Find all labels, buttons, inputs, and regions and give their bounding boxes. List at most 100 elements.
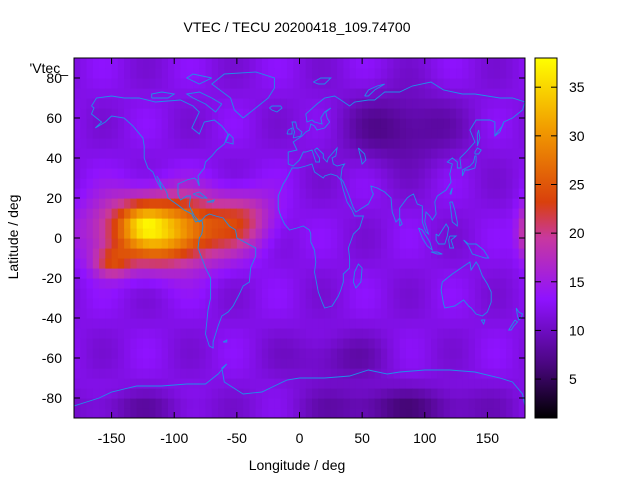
heatmap-cell — [305, 338, 313, 349]
heatmap-cell — [111, 118, 119, 129]
heatmap-cell — [218, 178, 225, 189]
heatmap-cell — [261, 328, 269, 339]
heatmap-cell — [349, 228, 357, 239]
heatmap-cell — [380, 248, 388, 259]
heatmap-cell — [487, 278, 495, 289]
heatmap-cell — [180, 108, 188, 119]
heatmap-cell — [286, 288, 294, 299]
heatmap-cell — [268, 348, 276, 359]
heatmap-cell — [362, 68, 369, 79]
heatmap-cell — [117, 298, 125, 309]
heatmap-cell — [518, 298, 525, 309]
heatmap-cell — [224, 98, 232, 109]
heatmap-cell — [405, 118, 413, 129]
heatmap-cell — [349, 358, 357, 369]
heatmap-cell — [249, 218, 257, 229]
heatmap-cell — [218, 238, 225, 249]
heatmap-cell — [174, 318, 182, 329]
heatmap-cell — [99, 178, 106, 189]
heatmap-cell — [368, 228, 376, 239]
heatmap-cell — [286, 278, 294, 289]
heatmap-cell — [211, 148, 219, 159]
heatmap-cell — [161, 148, 169, 159]
heatmap-cell — [149, 278, 157, 289]
heatmap-cell — [324, 388, 332, 399]
heatmap-cell — [80, 138, 88, 149]
heatmap-cell — [80, 78, 88, 89]
heatmap-cell — [387, 398, 395, 409]
heatmap-cell — [437, 218, 445, 229]
coastline-north-america — [90, 95, 229, 223]
heatmap-cell — [299, 288, 307, 299]
heatmap-cell — [380, 408, 388, 418]
heatmap-cell — [268, 358, 276, 369]
x-axis-ticks: -150 -100 -50 0 50 100 150 — [98, 58, 499, 446]
heatmap-cell — [374, 278, 382, 289]
heatmap-cell — [130, 268, 138, 279]
heatmap-cell — [431, 378, 438, 389]
heatmap-cell — [393, 348, 401, 359]
heatmap-cell — [387, 148, 395, 159]
heatmap-cell — [312, 228, 319, 239]
heatmap-cell — [261, 188, 269, 199]
heatmap-cell — [418, 298, 426, 309]
heatmap-cell — [99, 188, 106, 199]
heatmap-cell — [99, 268, 106, 279]
heatmap-cell — [255, 408, 263, 418]
heatmap-cell — [243, 58, 250, 69]
heatmap-cell — [343, 88, 351, 99]
heatmap-cell — [167, 218, 175, 229]
heatmap-cell — [261, 398, 269, 409]
heatmap-cell — [387, 228, 395, 239]
heatmap-cell — [330, 58, 338, 69]
heatmap-cell — [142, 378, 150, 389]
heatmap-cell — [136, 228, 144, 239]
heatmap-cell — [199, 328, 207, 339]
heatmap-cell — [299, 178, 307, 189]
heatmap-cell — [117, 368, 125, 379]
heatmap-cell — [437, 178, 445, 189]
heatmap-cell — [393, 78, 401, 89]
heatmap-cell — [305, 228, 313, 239]
heatmap-cell — [449, 158, 457, 169]
heatmap-cell — [299, 198, 307, 209]
heatmap-cell — [481, 238, 489, 249]
heatmap-cell — [142, 308, 150, 319]
heatmap-cell — [92, 68, 100, 79]
heatmap-cell — [362, 408, 369, 418]
heatmap-cell — [481, 178, 489, 189]
heatmap-cell — [412, 248, 420, 259]
heatmap-cell — [180, 188, 188, 199]
heatmap-cell — [149, 58, 157, 69]
heatmap-cell — [99, 108, 106, 119]
heatmap-cell — [474, 178, 482, 189]
heatmap-cell — [80, 308, 88, 319]
heatmap-cell — [293, 298, 301, 309]
heatmap-cell — [499, 208, 507, 219]
heatmap-cell — [111, 288, 119, 299]
heatmap-cell — [431, 228, 438, 239]
heatmap-cell — [312, 318, 319, 329]
heatmap-cell — [431, 198, 438, 209]
heatmap-cell — [155, 278, 163, 289]
heatmap-cell — [324, 348, 332, 359]
heatmap-cell — [161, 248, 169, 259]
heatmap-cell — [418, 408, 426, 418]
heatmap-cell — [481, 228, 489, 239]
heatmap-cell — [111, 248, 119, 259]
heatmap-cell — [99, 208, 106, 219]
heatmap-cell — [92, 278, 100, 289]
heatmap-cell — [243, 378, 250, 389]
heatmap-cell — [456, 168, 463, 179]
heatmap-cell — [268, 198, 276, 209]
heatmap-cell — [493, 248, 501, 259]
heatmap-cell — [230, 398, 238, 409]
heatmap-cell — [418, 288, 426, 299]
heatmap-cell — [462, 388, 470, 399]
heatmap-cell — [224, 118, 232, 129]
heatmap-cell — [387, 238, 395, 249]
heatmap-cell — [349, 278, 357, 289]
heatmap-cell — [443, 68, 451, 79]
heatmap-cell — [92, 78, 100, 89]
heatmap-cell — [205, 288, 213, 299]
